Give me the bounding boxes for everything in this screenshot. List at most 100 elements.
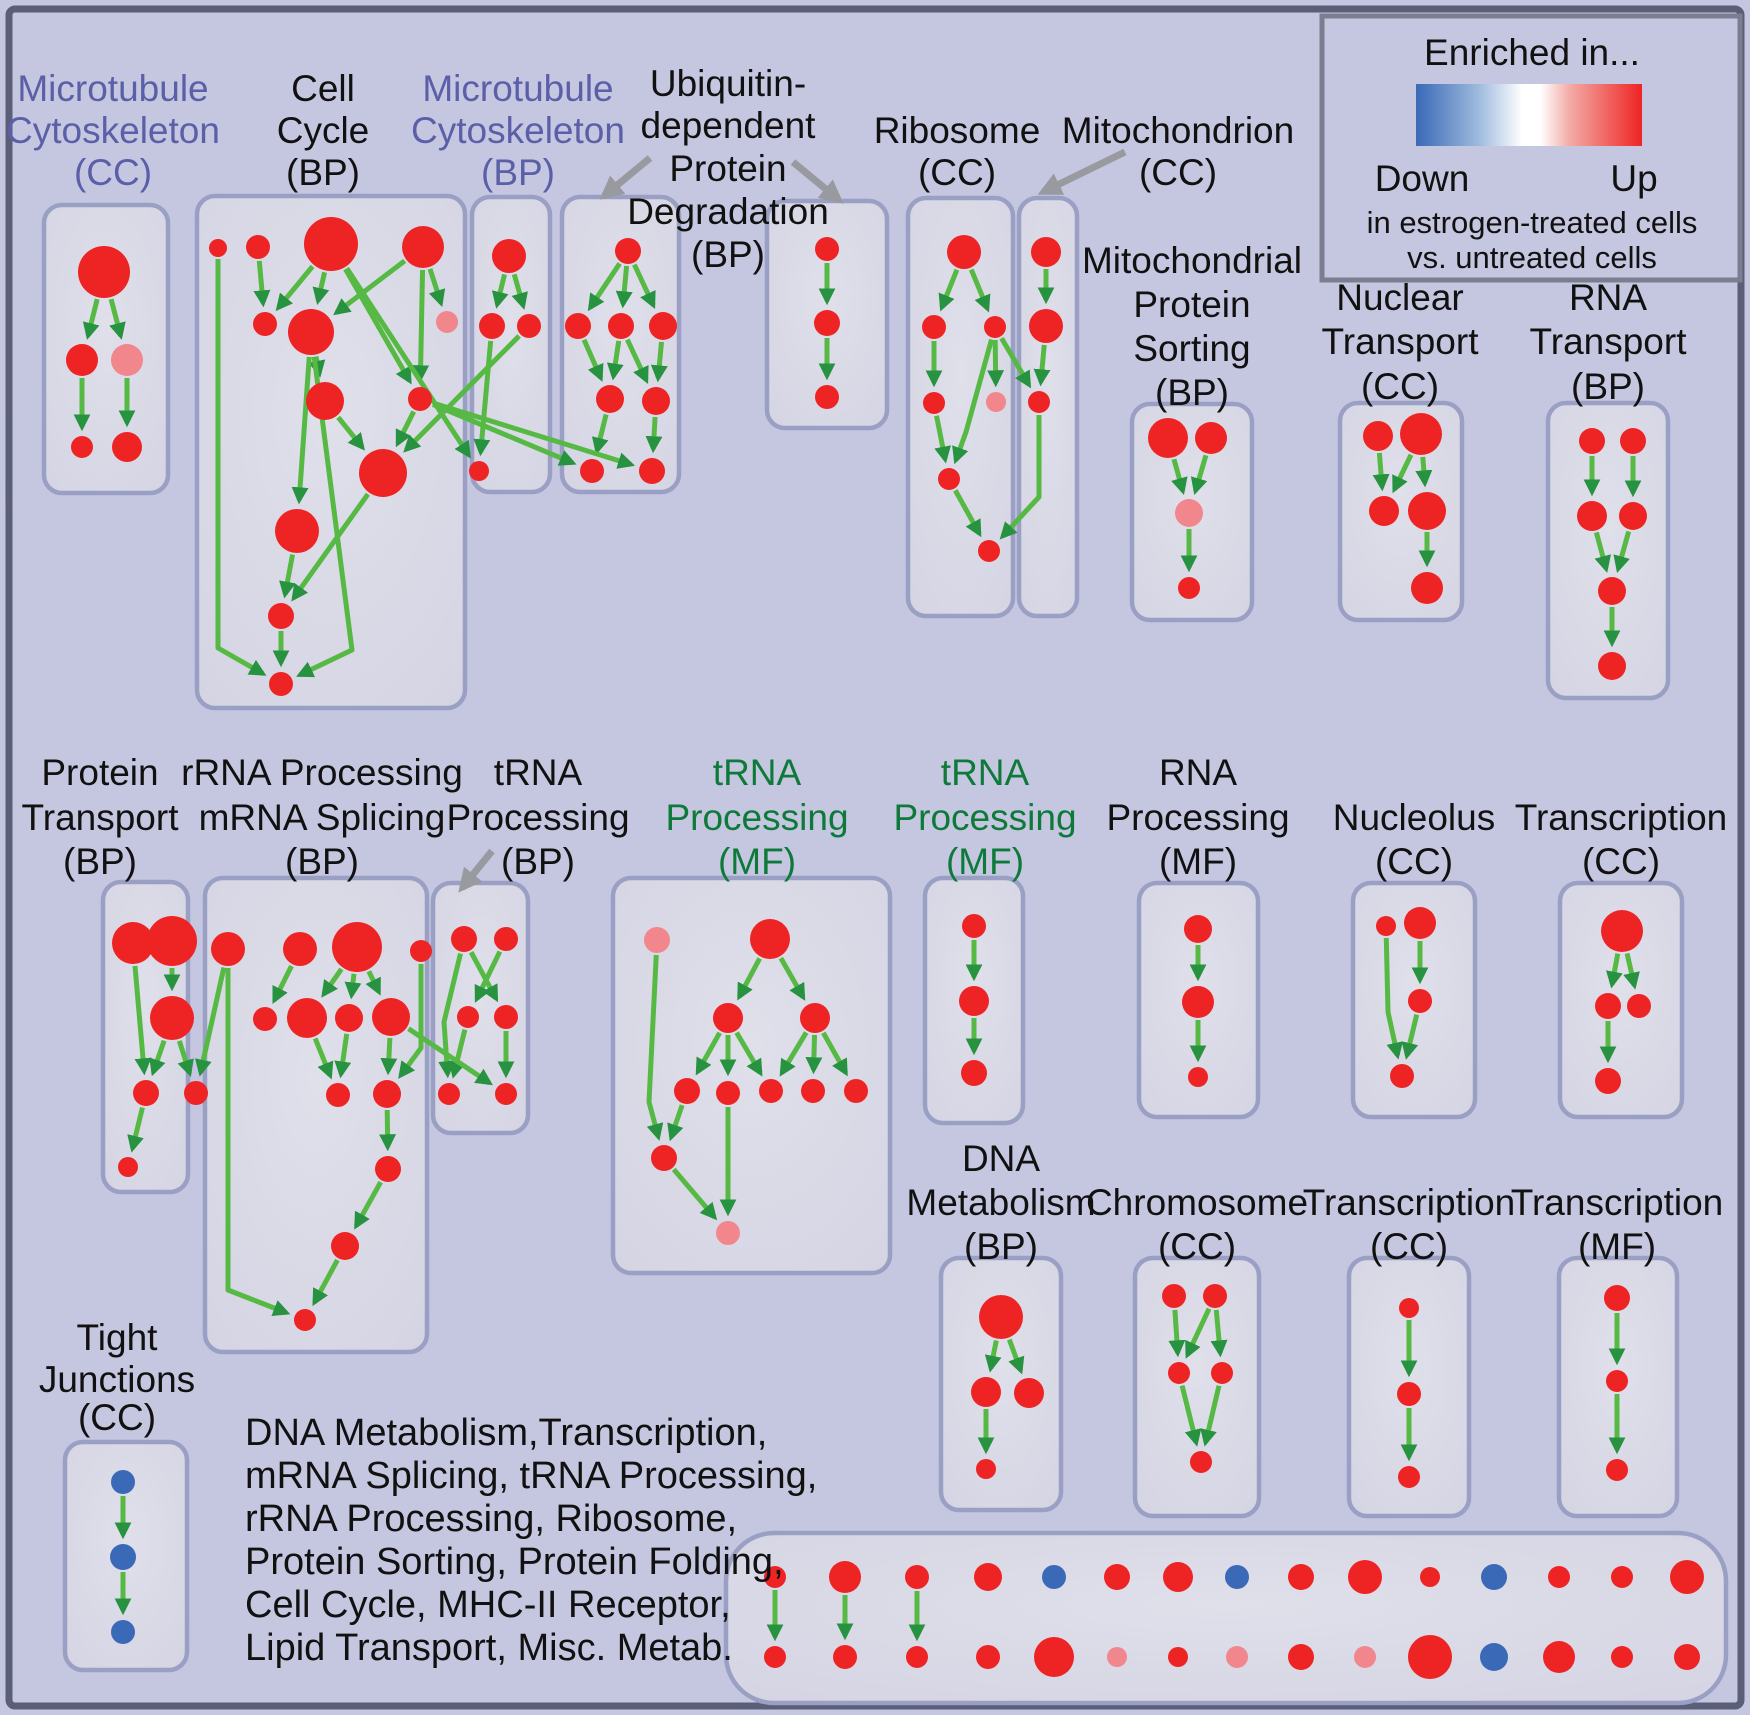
- node-d8: [639, 458, 665, 484]
- node-k1: [112, 922, 154, 964]
- edge-arrow: [344, 266, 471, 459]
- nodes-layer: [66, 217, 1704, 1679]
- node-g3: [1028, 391, 1050, 413]
- edge-arrow: [291, 492, 370, 602]
- group-label-trna-mf-1: tRNA Processing (MF): [665, 752, 848, 882]
- edge-arrow: [312, 1037, 334, 1080]
- strip-node-bottom-11: [1408, 1635, 1452, 1679]
- node-a1: [78, 246, 130, 298]
- node-v3: [1606, 1459, 1628, 1481]
- misc-groups-list-line-1: DNA Metabolism,Transcription,: [245, 1412, 767, 1454]
- node-f6: [938, 468, 960, 490]
- node-k2: [147, 916, 197, 966]
- group-label-tight-junctions: Tight Junctions (CC): [39, 1317, 195, 1438]
- label-pointer-arrow-4: [458, 848, 495, 893]
- node-j5: [1598, 577, 1626, 605]
- edge-arrow: [953, 489, 982, 538]
- node-b6: [288, 309, 334, 355]
- node-v1: [1604, 1285, 1630, 1311]
- group-label-rna-transport: RNA Transport (BP): [1530, 277, 1688, 407]
- node-k4: [133, 1080, 159, 1106]
- strip-node-bottom-12: [1480, 1643, 1508, 1671]
- node-l4: [410, 940, 432, 962]
- edge-arrow: [432, 400, 636, 469]
- legend-down-label: Down: [1375, 158, 1470, 199]
- misc-groups-list-line-3: rRNA Processing, Ribosome,: [245, 1498, 737, 1540]
- node-n7: [801, 1079, 825, 1103]
- edge-arrow: [1401, 1014, 1420, 1060]
- node-n9: [651, 1145, 677, 1171]
- edges-layer: [73, 258, 1642, 1642]
- edge-arrow: [312, 1258, 340, 1307]
- node-c1: [492, 239, 526, 273]
- strip-node-bottom-2: [833, 1645, 857, 1669]
- node-n4: [674, 1078, 700, 1104]
- edge-arrow: [968, 268, 991, 313]
- node-i2: [1400, 413, 1442, 455]
- strip-node-bottom-6: [1107, 1647, 1127, 1667]
- node-j2: [1620, 428, 1646, 454]
- edge-arrow: [491, 273, 509, 309]
- edge-arrow: [395, 410, 416, 448]
- node-b10: [359, 449, 407, 497]
- group-label-chromosome-cc: Chromosome (CC): [1086, 1182, 1308, 1267]
- group-label-transcription-mf: Transcription (MF): [1511, 1182, 1723, 1267]
- strip-node-bottom-8: [1226, 1646, 1248, 1668]
- node-m5: [438, 1083, 460, 1105]
- node-o1: [962, 914, 986, 938]
- edge-arrow: [195, 967, 227, 1077]
- figure-border: [5, 5, 1745, 1710]
- edge-arrow: [407, 1026, 493, 1086]
- group-label-trna-mf-2: tRNA Processing (MF): [893, 752, 1076, 882]
- edge-arrow: [215, 259, 267, 676]
- misc-groups-list-line-4: Protein Sorting, Protein Folding,: [245, 1541, 784, 1583]
- edge-arrow: [581, 338, 604, 382]
- strip-node-top-7: [1163, 1562, 1193, 1592]
- node-i5: [1411, 572, 1443, 604]
- edge-arrow: [938, 268, 960, 312]
- legend-up-label: Up: [1610, 158, 1657, 199]
- strip-node-top-5: [1042, 1565, 1066, 1589]
- strip-node-top-8: [1225, 1565, 1249, 1589]
- node-k5: [118, 1157, 138, 1177]
- strip-node-top-2: [829, 1561, 861, 1593]
- edge-arrow: [632, 263, 656, 310]
- edge-arrow: [805, 1034, 823, 1075]
- edge-arrow: [398, 964, 424, 1079]
- strip-node-top-9: [1288, 1564, 1314, 1590]
- edge-arrow: [253, 260, 271, 308]
- edge-arrow: [365, 970, 382, 996]
- group-label-cell-cycle: Cell Cycle (BP): [277, 68, 370, 193]
- node-j4: [1619, 502, 1647, 530]
- edge-arrow: [645, 416, 663, 454]
- node-b8: [306, 382, 344, 420]
- label-pointer-arrow-1: [599, 155, 653, 200]
- edge-arrow: [591, 413, 609, 455]
- node-p2: [1182, 986, 1214, 1018]
- strip-node-top-11: [1420, 1567, 1440, 1587]
- node-l2: [283, 932, 317, 966]
- node-o2: [959, 986, 989, 1016]
- strip-node-bottom-3: [906, 1646, 928, 1668]
- edge-arrow: [671, 1167, 718, 1221]
- node-n5: [716, 1081, 740, 1105]
- group-label-microtubule-bp: Microtubule Cytoskeleton (BP): [411, 68, 625, 193]
- node-n8: [844, 1079, 868, 1103]
- group-label-transcription-cc-2: Transcription (CC): [1303, 1182, 1515, 1267]
- node-l9: [326, 1083, 350, 1107]
- node-q4: [1390, 1064, 1414, 1088]
- node-w3: [111, 1620, 135, 1644]
- edge-arrow: [132, 965, 152, 1076]
- node-l10: [373, 1080, 401, 1108]
- strip-node-top-12: [1481, 1564, 1507, 1590]
- edge-arrow: [176, 1040, 194, 1078]
- edge-arrow: [587, 262, 622, 312]
- node-e2: [814, 310, 840, 336]
- strip-node-top-3: [905, 1565, 929, 1589]
- node-f4: [923, 392, 945, 414]
- node-c2: [479, 313, 505, 339]
- node-d4: [649, 312, 677, 340]
- node-l8: [372, 998, 410, 1036]
- edge-arrow: [225, 968, 291, 1317]
- legend-title: Enriched in...: [1424, 32, 1640, 73]
